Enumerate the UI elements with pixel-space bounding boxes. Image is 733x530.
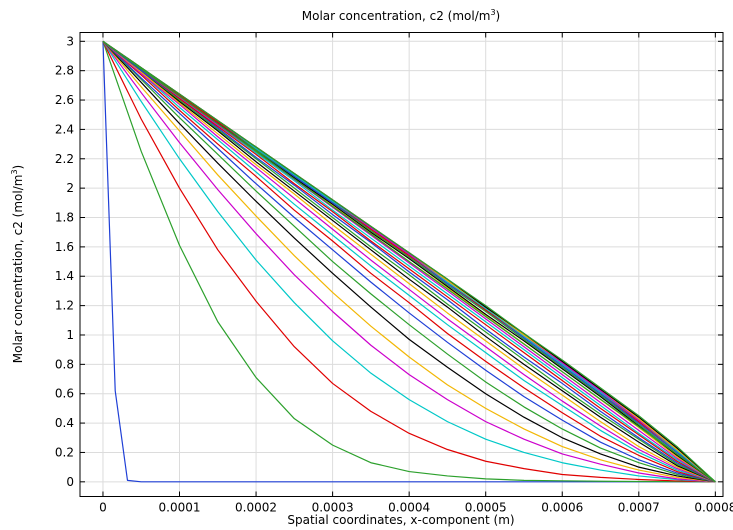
y-tick-label: 2.4 bbox=[55, 122, 74, 136]
y-axis-label-end: ) bbox=[11, 165, 25, 170]
series-line bbox=[102, 40, 716, 483]
series-group bbox=[102, 40, 716, 483]
y-tick-label: 1.4 bbox=[55, 269, 74, 283]
x-tick-label: 0.0007 bbox=[618, 501, 660, 515]
series-line bbox=[102, 40, 716, 483]
x-tick-label: 0.0002 bbox=[235, 501, 277, 515]
x-tick-label: 0.0006 bbox=[541, 501, 583, 515]
y-tick-label: 2 bbox=[66, 181, 74, 195]
series-line bbox=[102, 40, 716, 483]
tick-labels: 0 0.0001 0.0002 0.0003 0.0004 0.0005 0.0006 0.0… bbox=[55, 34, 733, 514]
plot-frame bbox=[79, 32, 724, 497]
y-tick-label: 2.8 bbox=[55, 64, 74, 78]
x-tick-label: 0.0003 bbox=[312, 501, 354, 515]
x-tick-label: 0.0001 bbox=[159, 501, 201, 515]
series-line bbox=[102, 40, 716, 483]
x-tick-label: 0.0004 bbox=[388, 501, 430, 515]
series-line bbox=[102, 40, 716, 483]
y-tick-label: 1.2 bbox=[55, 299, 74, 313]
series-line bbox=[102, 40, 716, 483]
series-line bbox=[102, 40, 716, 483]
y-tick-label: 0 bbox=[66, 475, 74, 489]
x-tick-label: 0.0005 bbox=[465, 501, 507, 515]
axis-ticks bbox=[80, 32, 723, 497]
y-tick-label: 1 bbox=[66, 328, 74, 342]
y-tick-label: 0.6 bbox=[55, 387, 74, 401]
chart-title-main: Molar concentration, c2 (mol/m bbox=[302, 9, 491, 23]
series-line bbox=[102, 40, 716, 483]
chart-title-end: ) bbox=[496, 9, 501, 23]
series-line bbox=[102, 40, 716, 483]
series-line bbox=[102, 41, 716, 483]
chart-title: Molar concentration, c2 (mol/m3) bbox=[302, 8, 500, 23]
y-axis-label: Molar concentration, c2 (mol/m3) bbox=[10, 165, 25, 363]
y-tick-label: 1.8 bbox=[55, 211, 74, 225]
x-axis-label: Spatial coordinates, x-component (m) bbox=[287, 513, 514, 527]
series-line bbox=[102, 40, 716, 483]
series-line bbox=[102, 40, 716, 483]
y-tick-label: 3 bbox=[66, 34, 74, 48]
series-line bbox=[102, 41, 716, 483]
series-line bbox=[102, 40, 716, 483]
series-line bbox=[102, 40, 716, 483]
y-tick-label: 0.8 bbox=[55, 357, 74, 371]
y-tick-label: 0.4 bbox=[55, 416, 74, 430]
y-tick-label: 2.6 bbox=[55, 93, 74, 107]
series-line bbox=[102, 40, 716, 483]
y-axis-label-main: Molar concentration, c2 (mol/m bbox=[11, 175, 25, 364]
series-line bbox=[102, 40, 716, 483]
y-axis-label-sup: 3 bbox=[10, 169, 19, 174]
x-tick-label: 0 bbox=[99, 501, 107, 515]
x-tick-label: 0.0008 bbox=[694, 501, 733, 515]
y-tick-label: 0.2 bbox=[55, 445, 74, 459]
series-line bbox=[102, 40, 716, 483]
chart-title-sup: 3 bbox=[490, 8, 495, 17]
series-line bbox=[102, 40, 716, 483]
y-tick-label: 2.2 bbox=[55, 152, 74, 166]
series-line bbox=[102, 41, 716, 483]
y-tick-label: 1.6 bbox=[55, 240, 74, 254]
